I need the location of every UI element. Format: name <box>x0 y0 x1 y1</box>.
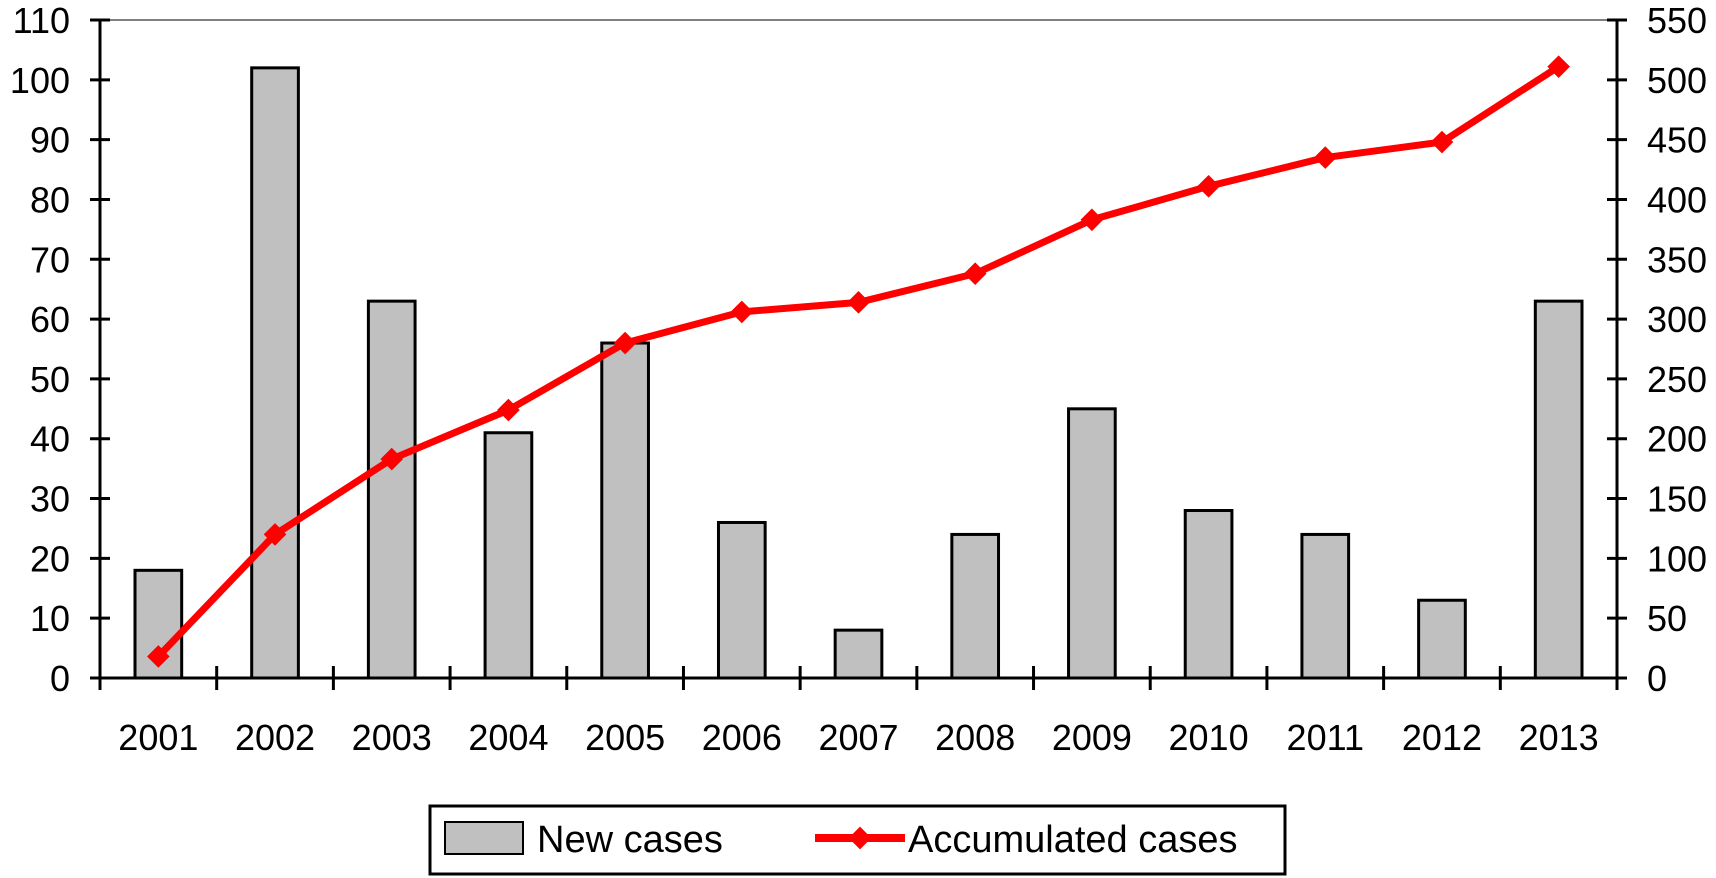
right-tick-label: 300 <box>1647 299 1707 340</box>
point-accumulated-cases-2010 <box>1197 174 1220 198</box>
right-tick-label: 350 <box>1647 239 1707 280</box>
legend-label-new-cases: New cases <box>537 819 723 861</box>
left-y-ticks: 0 10 20 30 40 50 60 70 80 90 100 110 <box>10 0 110 699</box>
left-tick-label: 70 <box>30 239 70 280</box>
x-tick-label: 2013 <box>1519 717 1599 758</box>
legend-swatch-new-cases <box>444 821 524 855</box>
x-tick-label: 2012 <box>1402 717 1482 758</box>
right-tick-label: 250 <box>1647 359 1707 400</box>
x-tick-label: 2008 <box>935 717 1015 758</box>
bar-new-cases-2013 <box>1533 299 1584 680</box>
legend-label-accumulated-cases: Accumulated cases <box>908 819 1238 861</box>
point-accumulated-cases-2003 <box>380 447 404 471</box>
legend: New cases Accumulated cases <box>428 804 1287 876</box>
bar-new-cases-2012 <box>1417 598 1467 680</box>
point-accumulated-cases-2005 <box>613 331 637 355</box>
x-tick-label: 2010 <box>1169 717 1249 758</box>
bar-new-cases-2011 <box>1300 532 1351 680</box>
bar-new-cases-2009 <box>1067 407 1117 680</box>
point-accumulated-cases-2009 <box>1080 208 1104 232</box>
point-accumulated-cases-2011 <box>1313 146 1337 169</box>
left-tick-label: 60 <box>30 299 70 340</box>
right-tick-label: 450 <box>1647 120 1707 161</box>
bar-new-cases-2007 <box>833 628 884 680</box>
right-tick-label: 500 <box>1647 60 1707 101</box>
right-tick-label: 100 <box>1647 538 1707 579</box>
bar-new-cases-2008 <box>950 532 1001 680</box>
x-tick-label: 2005 <box>585 717 665 758</box>
x-tick-label: 2001 <box>118 717 198 758</box>
left-tick-label: 50 <box>30 359 70 400</box>
left-tick-label: 110 <box>13 0 70 41</box>
bar-new-cases-2004 <box>483 431 534 680</box>
bar-new-cases-2010 <box>1183 509 1234 680</box>
bar-series-new-cases <box>133 66 1584 680</box>
left-tick-label: 30 <box>30 479 70 520</box>
right-tick-label: 200 <box>1647 419 1707 460</box>
right-y-ticks: 0 50 100 150 200 250 300 350 400 450 500 550 <box>1607 0 1707 699</box>
left-tick-label: 80 <box>30 179 70 220</box>
right-tick-label: 50 <box>1647 598 1687 639</box>
x-tick-label: 2011 <box>1287 717 1364 758</box>
x-tick-label: 2006 <box>702 717 782 758</box>
x-tick-label: 2004 <box>468 717 548 758</box>
left-tick-label: 90 <box>30 120 70 161</box>
point-accumulated-cases-2004 <box>497 398 520 422</box>
point-accumulated-cases-2006 <box>730 300 754 324</box>
x-ticks: 2001 2002 2003 2004 2005 2006 2007 2008 2009 2010… <box>98 666 1619 758</box>
legend-marker-accumulated-cases <box>848 826 872 850</box>
x-tick-label: 2007 <box>818 717 898 758</box>
left-tick-label: 0 <box>50 658 70 699</box>
bar-new-cases-2005 <box>600 341 650 680</box>
right-tick-label: 400 <box>1647 179 1707 220</box>
bar-new-cases-2006 <box>716 520 767 680</box>
x-tick-label: 2003 <box>352 717 432 758</box>
right-tick-label: 150 <box>1647 479 1707 520</box>
point-accumulated-cases-2008 <box>963 262 987 285</box>
line-series-accumulated-cases <box>147 55 1570 668</box>
right-tick-label: 0 <box>1647 658 1667 699</box>
left-tick-label: 10 <box>30 598 70 639</box>
bar-new-cases-2002 <box>250 66 300 680</box>
bar-new-cases-2003 <box>366 299 417 680</box>
left-tick-label: 40 <box>30 419 70 460</box>
right-tick-label: 550 <box>1647 0 1707 41</box>
x-tick-label: 2009 <box>1052 717 1132 758</box>
point-accumulated-cases-2002 <box>263 523 287 546</box>
left-tick-label: 100 <box>10 60 70 101</box>
point-accumulated-cases-2007 <box>847 291 870 314</box>
x-tick-label: 2002 <box>235 717 315 758</box>
left-tick-label: 20 <box>30 538 70 579</box>
